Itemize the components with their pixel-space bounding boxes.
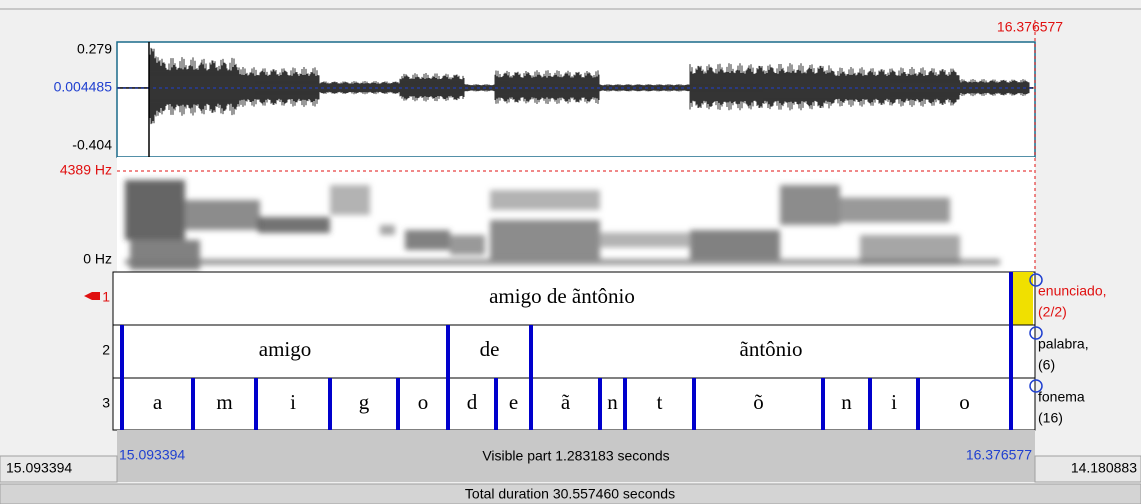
- waveform-max: 0.279: [77, 41, 112, 57]
- spectrogram-band: [185, 200, 260, 230]
- spectrogram-band: [600, 233, 690, 248]
- interval-label[interactable]: a: [153, 390, 163, 414]
- interval-label[interactable]: o: [959, 390, 970, 414]
- spectrogram-min: 0 Hz: [83, 251, 112, 267]
- interval-label[interactable]: amigo: [259, 337, 312, 361]
- visible-start: 15.093394: [119, 447, 185, 463]
- interval-label[interactable]: d: [467, 390, 478, 414]
- interval-label[interactable]: i: [891, 390, 897, 414]
- visible-end: 16.376577: [966, 447, 1032, 463]
- tier-name: palabra,: [1038, 336, 1089, 352]
- spectrogram-band: [380, 225, 395, 235]
- interval-label[interactable]: t: [657, 390, 663, 414]
- right-time[interactable]: 14.180883: [1071, 460, 1137, 476]
- page: 16.376577 0.279 0.004485 -0.404 4389 Hz …: [0, 0, 1141, 504]
- tier-name: fonema: [1038, 389, 1085, 405]
- spectrogram-band: [125, 259, 1000, 265]
- spectrogram-band: [258, 217, 330, 233]
- interval-label[interactable]: o: [418, 390, 429, 414]
- interval-label[interactable]: amigo de ãntônio: [489, 284, 635, 308]
- waveform-min: -0.404: [72, 137, 112, 153]
- tier-name: enunciado,: [1038, 283, 1107, 299]
- visible-part[interactable]: Visible part 1.283183 seconds: [482, 448, 669, 464]
- interval-label[interactable]: de: [480, 337, 500, 361]
- interval-label[interactable]: g: [359, 390, 370, 414]
- spectrogram-band: [450, 235, 485, 255]
- spectrogram-band: [125, 180, 185, 240]
- textgrid-editor: 16.376577 0.279 0.004485 -0.404 4389 Hz …: [0, 0, 1141, 504]
- spectrogram-band: [330, 185, 370, 215]
- total-duration[interactable]: Total duration 30.557460 seconds: [465, 486, 675, 502]
- tier-count: (2/2): [1038, 304, 1067, 320]
- spectrogram-band: [405, 230, 450, 250]
- spectrogram-band: [130, 240, 200, 270]
- interval-label[interactable]: n: [607, 390, 618, 414]
- tier-count: (16): [1038, 410, 1063, 426]
- interval-label[interactable]: e: [509, 390, 518, 414]
- tier-number: 2: [102, 342, 110, 358]
- interval-label[interactable]: i: [290, 390, 296, 414]
- interval-label[interactable]: ãntônio: [740, 337, 803, 361]
- spectrogram-band: [490, 220, 600, 260]
- left-time[interactable]: 15.093394: [6, 460, 72, 476]
- tier-count: (6): [1038, 357, 1055, 373]
- spectrogram-band: [690, 230, 780, 260]
- interval-label[interactable]: ã: [561, 390, 571, 414]
- interval-label[interactable]: n: [841, 390, 852, 414]
- spectrogram-max: 4389 Hz: [60, 162, 112, 178]
- waveform-cursor-value: 0.004485: [54, 79, 113, 95]
- cursor-time: 16.376577: [997, 19, 1063, 35]
- tier-number: 3: [102, 395, 110, 411]
- tier-number: 1: [102, 289, 110, 305]
- spectrogram-band: [840, 198, 950, 223]
- spectrogram-band: [780, 185, 840, 225]
- interval-label[interactable]: õ: [753, 390, 764, 414]
- interval-label[interactable]: m: [216, 390, 232, 414]
- spectrogram-band: [490, 190, 600, 210]
